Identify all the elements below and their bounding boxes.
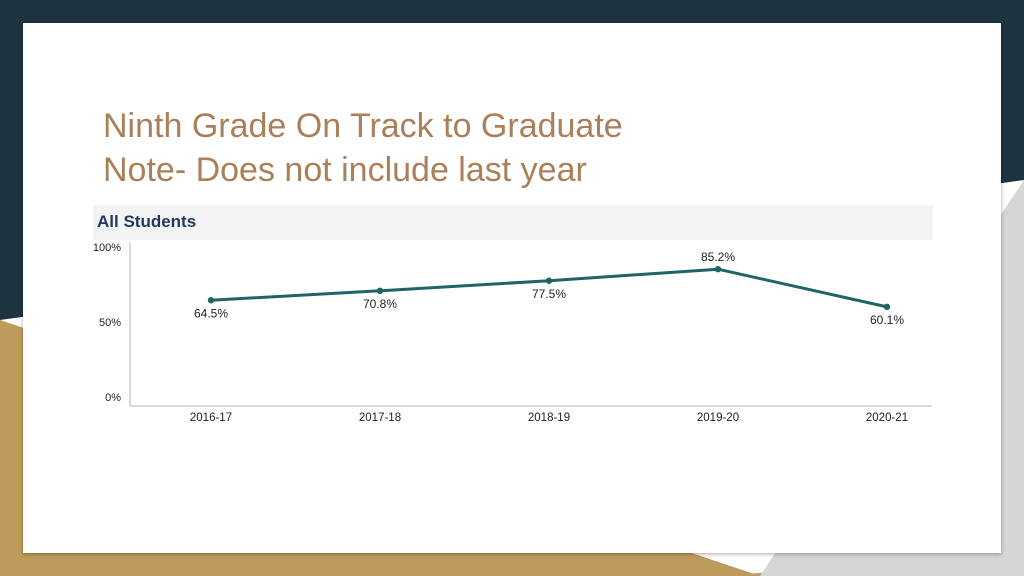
data-point: [376, 287, 384, 294]
x-tick-label: 2019-20: [697, 412, 739, 424]
data-label: 77.5%: [532, 287, 566, 301]
slide-title-line-2: Note- Does not include last year: [103, 151, 587, 189]
x-tick-label: 2016-17: [190, 412, 232, 424]
y-tick-label: 50%: [99, 317, 121, 329]
data-point: [207, 297, 215, 304]
data-point: [883, 303, 891, 311]
slide-title: Ninth Grade On Track to Graduate Note- D…: [103, 104, 623, 192]
chart-header-label: All Students: [97, 212, 197, 231]
data-label: 70.8%: [363, 297, 397, 311]
y-tick-label: 100%: [93, 242, 121, 254]
x-tick-label: 2017-18: [359, 412, 401, 424]
y-tick-label: 0%: [105, 392, 121, 404]
data-label: 60.1%: [870, 313, 904, 327]
slide-title-line-1: Ninth Grade On Track to Graduate: [103, 107, 623, 145]
data-label: 85.2%: [701, 250, 735, 264]
data-point: [714, 266, 722, 273]
chart-header-bar: All Students: [93, 205, 933, 240]
data-point: [545, 277, 553, 284]
x-tick-label: 2020-21: [866, 412, 908, 424]
data-label: 64.5%: [194, 306, 228, 320]
x-tick-label: 2018-19: [528, 412, 570, 424]
slide-card: [23, 23, 1001, 553]
